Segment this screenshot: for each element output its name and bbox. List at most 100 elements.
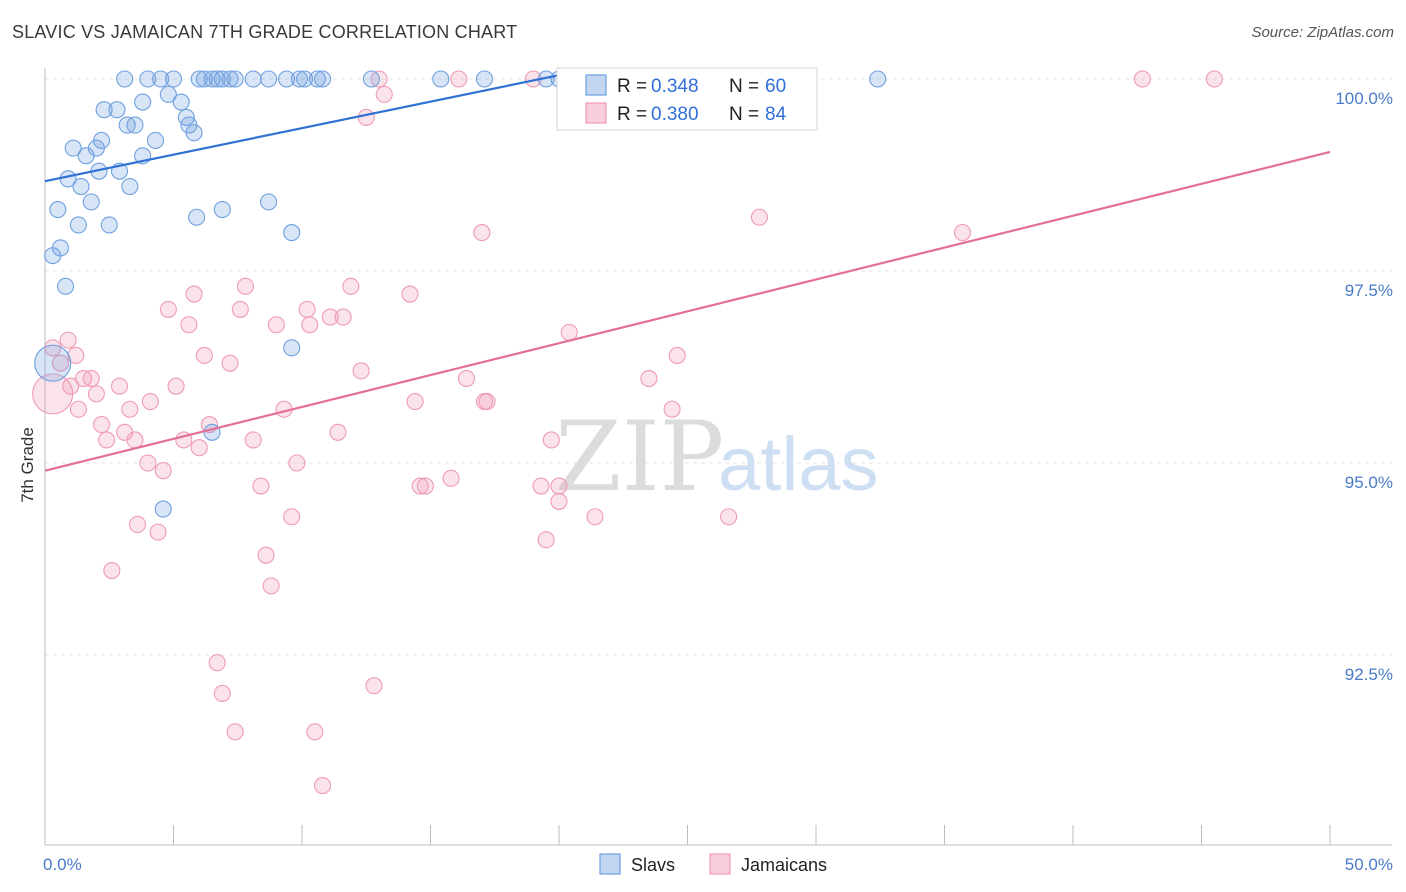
- watermark: ZIP atlas: [555, 401, 879, 513]
- jamaicans-point: [288, 454, 306, 472]
- bottom-legend: Slavs Jamaicans: [599, 853, 827, 875]
- jamaicans-point: [416, 477, 434, 495]
- jamaicans-point: [51, 354, 69, 372]
- jamaicans-point: [149, 523, 167, 541]
- jamaicans-point: [67, 346, 85, 365]
- legend-box: R = 0.348 N = 60 R = 0.380 N = 84: [556, 67, 818, 131]
- slavs-point: [82, 193, 100, 211]
- jamaicans-point: [62, 377, 80, 395]
- slavs-point: [283, 224, 301, 242]
- slavs-point: [475, 70, 494, 88]
- slavs-point: [92, 131, 111, 149]
- legend-swatch-slavs: [585, 74, 607, 96]
- legend-n-value-jamaicans: 84: [765, 104, 787, 125]
- slavs-point: [314, 70, 332, 88]
- jamaicans-point: [139, 454, 157, 472]
- trend-lines: [44, 74, 1331, 472]
- jamaicans-point: [221, 354, 239, 372]
- jamaicans-point: [720, 508, 738, 526]
- bottom-legend-label-jamaicans: Jamaicans: [741, 855, 827, 875]
- axes: [44, 68, 1392, 846]
- legend-swatch-jamaicans: [585, 102, 607, 124]
- jamaicans-point: [953, 224, 972, 242]
- jamaicans-point: [532, 477, 550, 495]
- jamaicans-point: [231, 300, 249, 318]
- jamaicans-point: [167, 377, 185, 395]
- jamaicans-point: [87, 385, 105, 403]
- bottom-legend-swatch-jamaicans: [709, 853, 731, 875]
- jamaicans-point: [334, 308, 352, 326]
- jamaicans-point: [98, 431, 116, 449]
- y-axis-label: 7th Grade: [18, 427, 37, 503]
- slavs-point: [108, 101, 126, 119]
- jamaicans-point: [257, 546, 275, 564]
- y-tick-label: 100.0%: [1335, 89, 1393, 108]
- jamaicans-point: [668, 346, 686, 365]
- legend-r-label-jamaicans: R =: [617, 104, 647, 125]
- slavs-point: [116, 70, 134, 88]
- legend-n-label-jamaicans: N =: [729, 104, 759, 125]
- slavs-point: [185, 124, 203, 142]
- slavs-point: [203, 423, 221, 441]
- jamaicans-point: [401, 285, 419, 303]
- jamaicans-point: [640, 369, 658, 388]
- slavs-point: [159, 85, 177, 103]
- jamaicans-point: [283, 508, 301, 526]
- slavs-point: [290, 70, 308, 88]
- slavs-trend-line: [44, 74, 560, 183]
- jamaicans-point: [267, 316, 285, 334]
- jamaicans-point: [442, 469, 460, 487]
- legend-n-label-slavs: N =: [729, 76, 759, 97]
- jamaicans-point: [357, 108, 375, 126]
- slavs-point: [64, 139, 82, 157]
- slavs-point: [221, 70, 239, 88]
- slavs-point: [146, 131, 165, 149]
- slavs-point: [190, 70, 208, 88]
- jamaicans-point: [663, 400, 681, 418]
- jamaicans-point: [69, 400, 87, 418]
- slavs-point: [278, 70, 296, 88]
- slavs-point: [121, 177, 139, 196]
- jamaicans-point: [457, 369, 476, 388]
- jamaicans-point: [586, 508, 604, 526]
- jamaicans-point: [236, 277, 255, 295]
- slavs-point: [296, 70, 314, 88]
- jamaicans-trend-line: [44, 150, 1331, 472]
- jamaicans-point: [301, 316, 319, 334]
- jamaicans-point: [213, 684, 231, 702]
- jamaicans-point: [59, 331, 77, 349]
- legend-n-value-slavs: 60: [765, 76, 786, 97]
- jamaicans-point: [159, 300, 177, 318]
- x-tick-label: 50.0%: [1345, 855, 1393, 874]
- jamaicans-point: [406, 393, 424, 411]
- slavs-point: [134, 93, 152, 111]
- jamaicans-point: [473, 224, 491, 242]
- slavs-point: [260, 193, 278, 211]
- slavs-point: [188, 208, 206, 226]
- slavs-point: [57, 277, 75, 295]
- chart-title: SLAVIC VS JAMAICAN 7TH GRADE CORRELATION…: [12, 22, 518, 42]
- jamaicans-point: [478, 393, 496, 411]
- jamaicans-point: [342, 277, 360, 295]
- slavs-point: [164, 70, 183, 88]
- jamaicans-point: [195, 346, 213, 365]
- jamaicans-point: [375, 85, 393, 103]
- source-credit: Source: ZipAtlas.com: [1251, 24, 1394, 41]
- jamaicans-point: [190, 439, 208, 457]
- jamaicans-point: [321, 308, 339, 326]
- jamaicans-point: [411, 477, 429, 495]
- jamaicans-point: [1205, 70, 1223, 88]
- slavs-point: [869, 70, 887, 88]
- legend-r-value-jamaicans: 0.380: [651, 104, 699, 125]
- slavs-point: [226, 70, 244, 88]
- y-tick-labels: 92.5% 95.0% 97.5% 100.0%: [1335, 89, 1393, 684]
- watermark-zip: ZIP: [555, 401, 724, 513]
- slavs-points: [34, 70, 887, 518]
- y-tick-label: 92.5%: [1345, 665, 1393, 684]
- slavs-point: [260, 70, 278, 88]
- jamaicans-point: [329, 423, 347, 441]
- jamaicans-point: [154, 462, 172, 480]
- jamaicans-point: [306, 723, 324, 741]
- slavs-point: [51, 239, 69, 257]
- jamaicans-points: [32, 70, 1223, 795]
